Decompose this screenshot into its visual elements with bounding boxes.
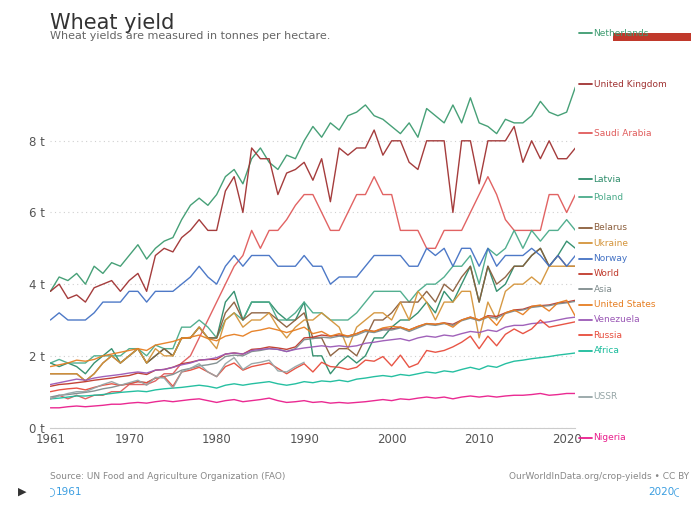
Text: Nigeria: Nigeria	[594, 433, 626, 442]
Text: Saudi Arabia: Saudi Arabia	[594, 129, 651, 138]
Text: Wheat yields are measured in tonnes per hectare.: Wheat yields are measured in tonnes per …	[50, 31, 331, 41]
Text: Belarus: Belarus	[594, 223, 628, 232]
Text: Wheat yield: Wheat yield	[50, 13, 175, 33]
Text: Ukraine: Ukraine	[594, 239, 629, 248]
Text: in Data: in Data	[636, 21, 668, 30]
Text: USSR: USSR	[594, 392, 618, 401]
Text: ▶: ▶	[18, 487, 26, 497]
Text: Asia: Asia	[594, 285, 612, 294]
Text: Latvia: Latvia	[594, 175, 621, 184]
Text: United States: United States	[594, 300, 655, 309]
Text: Venezuela: Venezuela	[594, 315, 641, 325]
Text: 1961: 1961	[56, 487, 83, 497]
Bar	[612, 33, 691, 41]
Text: Norway: Norway	[594, 254, 628, 263]
Text: Netherlands: Netherlands	[594, 29, 649, 38]
Text: Russia: Russia	[594, 331, 622, 340]
Text: Source: UN Food and Agriculture Organization (FAO): Source: UN Food and Agriculture Organiza…	[50, 472, 286, 481]
Text: Our World: Our World	[629, 11, 675, 19]
Text: OurWorldInData.org/crop-yields • CC BY: OurWorldInData.org/crop-yields • CC BY	[510, 472, 690, 481]
Text: World: World	[594, 269, 620, 279]
Text: 2020: 2020	[648, 487, 674, 497]
Text: United Kingdom: United Kingdom	[594, 80, 666, 89]
Text: Africa: Africa	[594, 346, 620, 355]
Text: Poland: Poland	[594, 193, 624, 202]
